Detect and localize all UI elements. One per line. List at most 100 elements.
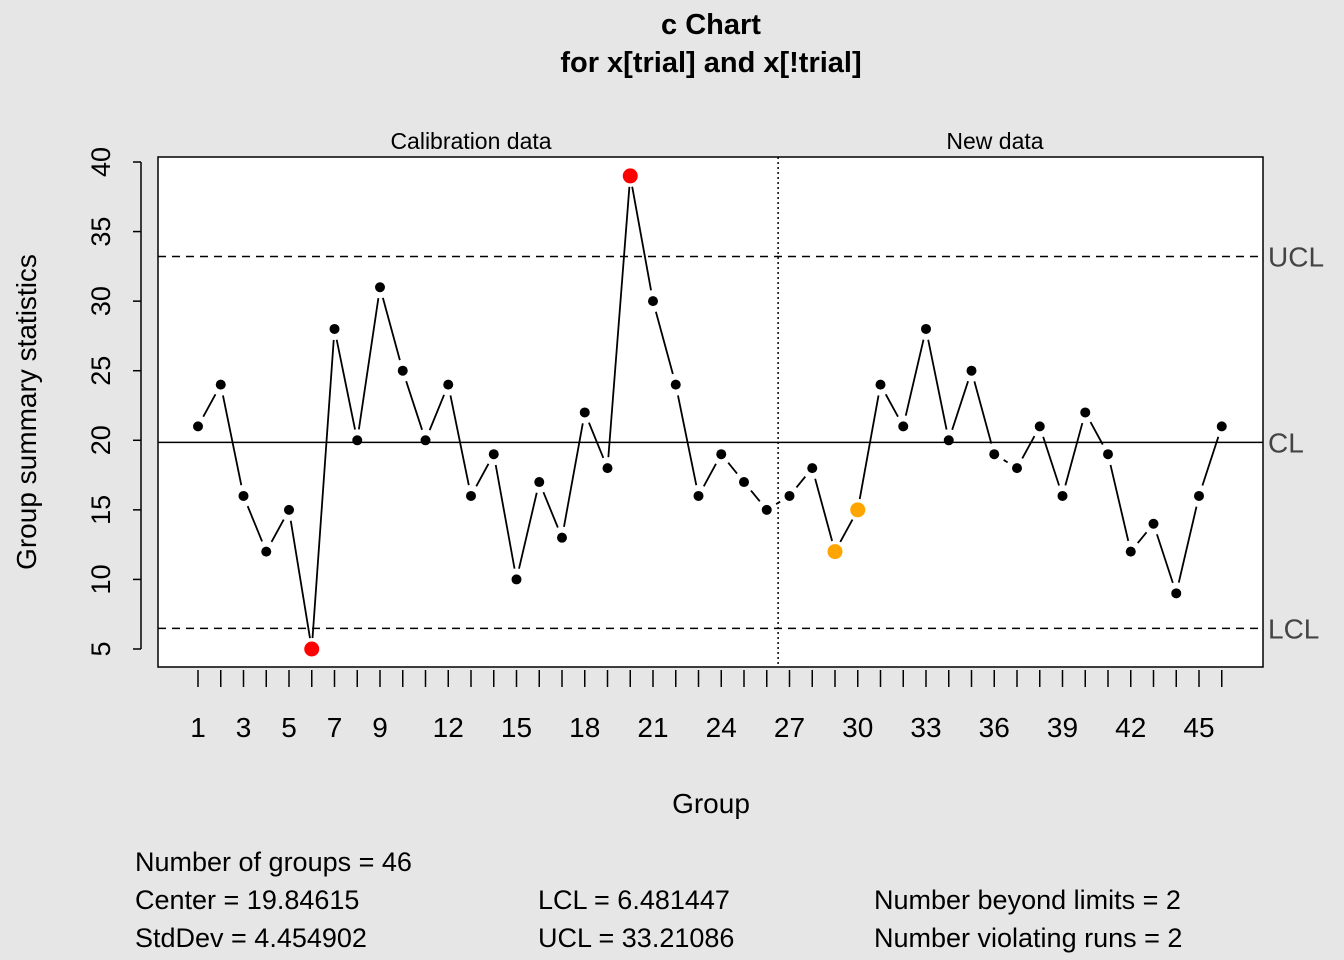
series-segment — [951, 380, 969, 431]
x-tick-label: 5 — [281, 712, 297, 743]
series-segment — [542, 491, 559, 528]
series-segment — [775, 500, 781, 505]
section-label-new: New data — [946, 128, 1043, 154]
x-tick-label: 24 — [706, 712, 737, 743]
x-tick-label: 9 — [372, 712, 388, 743]
data-point — [261, 546, 272, 557]
series-segment — [222, 395, 243, 486]
stat-ucl: UCL = 33.21086 — [538, 923, 735, 953]
data-point — [1080, 407, 1091, 418]
x-tick-label: 18 — [569, 712, 600, 743]
data-point — [807, 463, 818, 474]
series-segment — [289, 520, 311, 639]
y-tick-label: 25 — [86, 356, 116, 386]
x-tick-label: 42 — [1115, 712, 1146, 743]
y-axis-label: Group summary statistics — [11, 254, 42, 570]
series-segment — [1021, 435, 1036, 459]
ucl-label: UCL — [1268, 241, 1324, 272]
series-segment — [1137, 531, 1148, 544]
y-tick-label: 40 — [86, 147, 116, 177]
series-segment — [449, 395, 470, 486]
data-point — [716, 449, 727, 460]
data-point — [943, 435, 954, 446]
series-segment — [814, 478, 833, 542]
data-point — [739, 477, 749, 488]
series-segment — [494, 464, 516, 569]
series-segment — [270, 519, 285, 543]
series-segment — [1156, 533, 1174, 584]
data-point — [511, 574, 522, 585]
series-segment — [727, 462, 738, 475]
stat-beyond-limits: Number beyond limits = 2 — [874, 885, 1181, 915]
series-segment — [202, 393, 217, 418]
chart-subtitle: for x[trial] and x[!trial] — [560, 47, 861, 79]
x-tick-label: 33 — [910, 712, 941, 743]
series-segment — [702, 463, 717, 487]
x-tick-label: 3 — [236, 712, 252, 743]
data-point — [557, 532, 567, 543]
data-point — [1103, 449, 1113, 460]
data-point-beyond-limits — [304, 641, 320, 657]
data-point — [284, 504, 294, 515]
data-point — [579, 407, 590, 418]
series-segment — [904, 339, 925, 416]
series-segment — [311, 339, 335, 639]
data-point-violating-run — [827, 544, 843, 560]
data-point — [193, 421, 203, 432]
stat-groups: Number of groups = 46 — [135, 847, 412, 877]
data-point — [443, 379, 454, 390]
data-point — [1012, 463, 1022, 474]
data-point — [693, 490, 704, 501]
stat-violating-runs: Number violating runs = 2 — [874, 923, 1183, 953]
data-point — [1171, 588, 1182, 599]
data-point — [898, 421, 909, 432]
data-point — [670, 379, 681, 390]
series-segment — [858, 395, 880, 500]
data-point — [488, 449, 499, 460]
data-point — [602, 463, 613, 474]
plot-area — [157, 156, 1264, 668]
series-segment — [607, 186, 631, 458]
series-segment — [382, 297, 401, 361]
series-segment — [1064, 422, 1084, 486]
data-point — [215, 379, 226, 390]
series-segment — [588, 422, 605, 459]
series-segment — [563, 423, 584, 528]
data-point — [966, 365, 977, 376]
series-segment — [750, 489, 761, 502]
data-point — [648, 296, 658, 307]
data-point — [784, 490, 795, 501]
x-tick-label: 12 — [433, 712, 464, 743]
data-point — [1194, 490, 1204, 501]
x-tick-label: 21 — [637, 712, 668, 743]
series-segment — [1201, 436, 1220, 486]
series-segment — [1003, 459, 1009, 464]
x-tick-label: 39 — [1047, 712, 1078, 743]
data-point — [466, 490, 476, 501]
data-point — [989, 449, 1000, 460]
lcl-label: LCL — [1268, 613, 1319, 644]
series-segment — [839, 519, 854, 543]
x-tick-label: 36 — [979, 712, 1010, 743]
stat-stddev: StdDev = 4.454902 — [135, 923, 367, 953]
y-tick-label: 15 — [86, 495, 116, 525]
data-point — [352, 435, 363, 446]
series-segment — [405, 380, 423, 431]
y-tick-label: 10 — [86, 564, 116, 594]
series-segment — [655, 311, 674, 375]
series-segment — [795, 476, 806, 488]
y-tick-label: 5 — [86, 641, 116, 656]
series-segment — [475, 463, 490, 487]
series-segment — [246, 505, 263, 542]
data-point — [238, 490, 249, 501]
series-segment — [1109, 464, 1130, 542]
data-point — [375, 282, 385, 293]
stat-lcl: LCL = 6.481447 — [538, 885, 730, 915]
series-segment — [428, 394, 445, 431]
data-point — [1148, 518, 1159, 529]
data-point — [921, 323, 931, 334]
y-tick-label: 20 — [86, 425, 116, 455]
data-point — [1216, 421, 1227, 432]
data-point — [1057, 490, 1068, 501]
